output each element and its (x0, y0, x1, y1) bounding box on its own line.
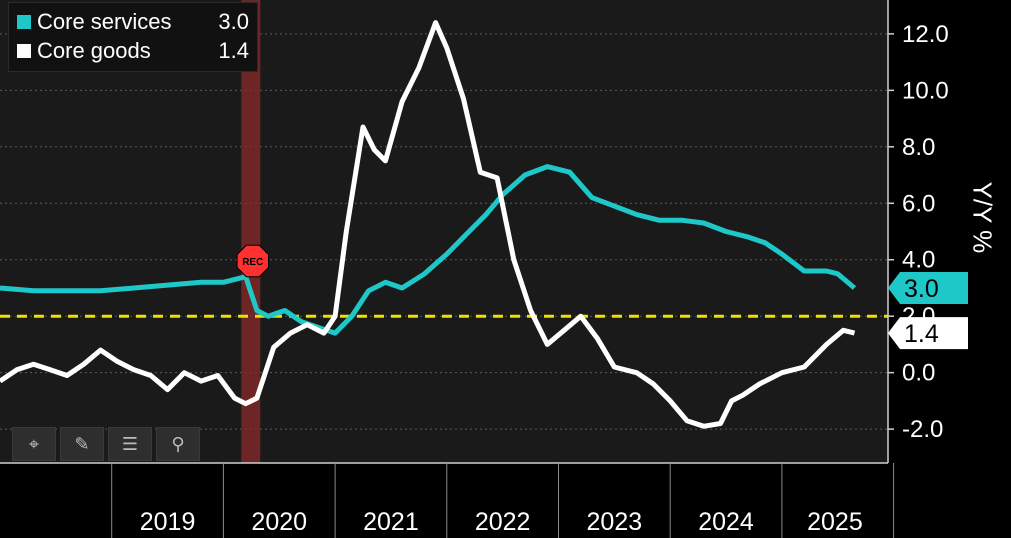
legend-value: 1.4 (218, 38, 249, 63)
y-tick-label: 0.0 (902, 360, 935, 387)
legend-item-core-goods[interactable]: Core goods 1.4 (17, 36, 249, 65)
legend-swatch-core-services (17, 14, 31, 29)
legend[interactable]: Core services 3.0 Core goods 1.4 (8, 2, 258, 72)
value-tag-shape (888, 317, 968, 350)
crosshair-icon[interactable]: ⌖ (12, 427, 56, 461)
value-tag-shape (888, 271, 968, 304)
x-tick-labels: 2019 2020 2021 2022 2023 2024 2025 (111, 463, 895, 538)
legend-label: Core goods (37, 38, 151, 63)
last-value-core-goods: 1.4 (888, 317, 968, 350)
y-axis-title: Y/Y % (967, 181, 998, 254)
x-tick-label: 2023 (587, 508, 643, 536)
recession-band (241, 0, 261, 463)
table-icon[interactable]: ☰ (108, 427, 152, 461)
value-tag-text: 3.0 (904, 275, 939, 303)
y-tick-label: 4.0 (902, 247, 935, 274)
magnifier-icon[interactable]: ⚲ (156, 427, 200, 461)
x-tick-label: 2024 (698, 508, 754, 536)
legend-item-core-services[interactable]: Core services 3.0 (17, 7, 249, 36)
recession-badge[interactable]: REC (236, 244, 269, 278)
pencil-icon[interactable]: ✎ (60, 427, 104, 461)
plot-background (0, 0, 888, 463)
y-tick-label: -2.0 (902, 416, 943, 443)
x-tick-label: 2021 (363, 508, 419, 536)
last-value-labels: 3.0 1.4 (888, 271, 968, 350)
legend-swatch-core-goods (17, 43, 31, 58)
x-tick-label: 2020 (251, 508, 307, 536)
x-tick-label: 2025 (807, 508, 863, 536)
recession-badge-shape (236, 244, 269, 278)
y-tick-labels: -2.00.02.04.06.08.010.012.0 (888, 21, 949, 443)
series-lines (0, 20, 857, 429)
series-line-core-goods (0, 20, 856, 429)
value-tag-text: 1.4 (904, 320, 939, 348)
y-tick-label: 10.0 (902, 77, 949, 104)
x-tick-label: 2022 (475, 508, 531, 536)
legend-label: Core services (37, 9, 172, 34)
series-line-core-services (0, 164, 857, 336)
y-tick-label: 8.0 (902, 134, 935, 161)
y-tick-label: 12.0 (902, 21, 949, 48)
last-value-core-services: 3.0 (888, 271, 968, 304)
x-axis-band (0, 464, 1011, 538)
y-tick-label: 6.0 (902, 190, 935, 217)
legend-value: 3.0 (218, 9, 249, 34)
recession-badge-label: REC (242, 257, 263, 268)
chart-toolbar: ⌖ ✎ ☰ ⚲ (12, 427, 200, 461)
x-tick-label: 2019 (140, 508, 196, 536)
